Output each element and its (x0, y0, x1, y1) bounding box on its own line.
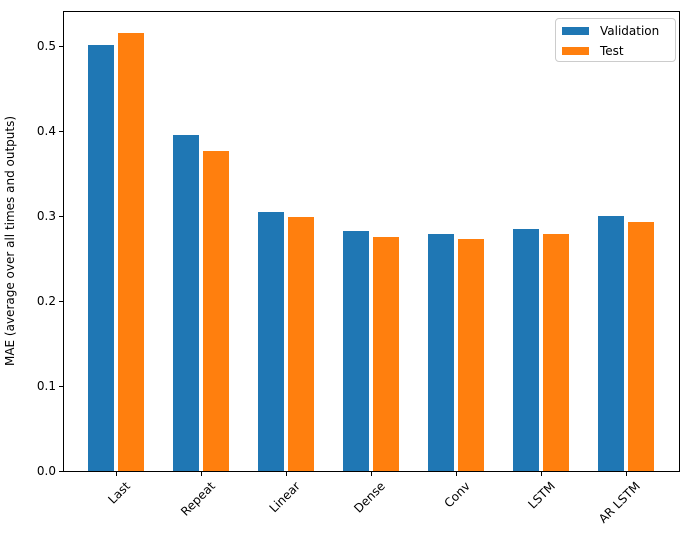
x-tick-mark (285, 472, 287, 476)
x-tick-label-repeat: Repeat (178, 479, 218, 519)
bar-validation-linear (258, 211, 284, 472)
x-tick-mark (455, 472, 457, 476)
x-tick-mark (115, 472, 117, 476)
y-tick-mark (59, 46, 63, 48)
plot-area (63, 11, 680, 472)
x-tick-label-conv: Conv (441, 479, 473, 511)
legend: Validation Test (555, 18, 676, 62)
y-tick-mark (59, 386, 63, 388)
bar-validation-dense (343, 231, 369, 472)
y-tick-label: 0.5 (36, 39, 56, 54)
x-tick-mark (625, 472, 627, 476)
test-color-swatch (562, 46, 589, 55)
bar-validation-last (88, 44, 114, 472)
legend-label-validation: Validation (600, 23, 660, 38)
y-axis-label: MAE (average over all times and outputs) (3, 115, 17, 367)
y-tick-label: 0.3 (36, 209, 56, 224)
x-tick-mark (200, 472, 202, 476)
bar-test-linear (288, 217, 314, 472)
bar-validation-ar-lstm (598, 215, 624, 472)
x-tick-label-dense: Dense (351, 479, 388, 516)
bar-test-ar-lstm (628, 221, 654, 472)
x-tick-mark (540, 472, 542, 476)
y-tick-label: 0.1 (36, 379, 56, 394)
bar-validation-conv (428, 233, 454, 472)
x-tick-label-ar-lstm: AR LSTM (595, 479, 643, 526)
legend-item-validation: Validation (562, 22, 659, 39)
y-tick-mark (59, 301, 63, 303)
y-tick-label: 0.4 (36, 124, 56, 139)
x-tick-label-lstm: LSTM (525, 479, 558, 512)
y-tick-label: 0.2 (36, 294, 56, 309)
bar-validation-lstm (513, 228, 539, 472)
bar-test-repeat (203, 151, 229, 472)
y-tick-mark (59, 471, 63, 472)
y-tick-label: 0.0 (36, 464, 56, 478)
bar-test-dense (373, 237, 399, 472)
bar-validation-repeat (173, 135, 199, 472)
bar-test-conv (458, 238, 484, 472)
x-tick-mark (370, 472, 372, 476)
y-tick-mark (59, 216, 63, 218)
x-tick-label-last: Last (105, 479, 133, 507)
bar-test-last (118, 33, 144, 472)
validation-color-swatch (562, 26, 589, 35)
bar-test-lstm (543, 234, 569, 472)
legend-item-test: Test (562, 42, 624, 59)
legend-label-test: Test (600, 43, 624, 58)
y-tick-mark (59, 131, 63, 133)
x-tick-label-linear: Linear (266, 479, 303, 516)
